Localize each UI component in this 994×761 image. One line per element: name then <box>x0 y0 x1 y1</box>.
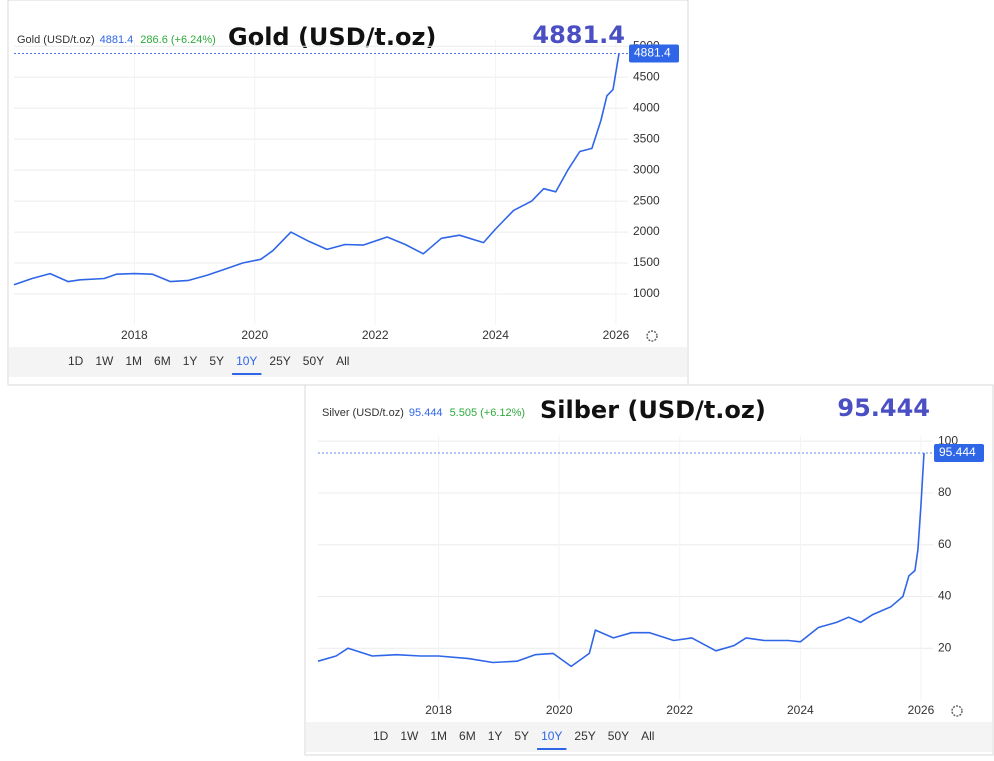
y-tick-label: 4000 <box>633 100 660 114</box>
x-tick-label: 2018 <box>121 328 148 342</box>
settings-icon[interactable] <box>646 330 658 342</box>
gold-panel <box>7 0 689 386</box>
range-bar <box>306 722 992 752</box>
range-button[interactable]: 1Y <box>488 729 503 743</box>
y-tick-label: 100 <box>938 433 958 447</box>
big-price: 95.444 <box>837 394 930 422</box>
range-button[interactable]: 1M <box>430 729 447 743</box>
price-label: 4881.4 <box>100 34 134 46</box>
range-button[interactable]: 10Y <box>236 354 257 368</box>
y-tick-label: 1500 <box>633 255 660 269</box>
y-tick-label: 40 <box>938 589 952 603</box>
symbol-label: Gold (USD/t.oz) <box>17 34 95 46</box>
price-tag <box>629 44 679 63</box>
range-button[interactable]: 5Y <box>209 354 224 368</box>
range-button[interactable]: 50Y <box>608 729 629 743</box>
y-tick-label: 3000 <box>633 162 660 176</box>
y-tick-label: 3500 <box>633 131 660 145</box>
x-tick-label: 2020 <box>546 703 573 717</box>
y-tick-label: 2000 <box>633 224 660 238</box>
y-tick-label: 60 <box>938 537 952 551</box>
range-button[interactable]: 1D <box>68 354 84 368</box>
range-button[interactable]: 25Y <box>269 354 290 368</box>
range-button[interactable]: 1D <box>373 729 389 743</box>
price-tag-label: 95.444 <box>939 445 976 459</box>
x-tick-label: 2026 <box>908 703 935 717</box>
range-button[interactable]: 6M <box>459 729 476 743</box>
range-button[interactable]: 5Y <box>514 729 529 743</box>
price-label: 95.444 <box>409 407 443 419</box>
big-price: 4881.4 <box>532 21 625 49</box>
range-button[interactable]: All <box>641 729 654 743</box>
price-tag-label: 4881.4 <box>634 46 671 60</box>
settings-icon[interactable] <box>951 705 963 717</box>
x-tick-label: 2026 <box>603 328 630 342</box>
range-button[interactable]: 50Y <box>303 354 324 368</box>
range-button[interactable]: 10Y <box>541 729 562 743</box>
x-tick-label: 2024 <box>787 703 814 717</box>
symbol-label: Silver (USD/t.oz) <box>322 407 404 419</box>
range-button[interactable]: 1M <box>125 354 142 368</box>
range-button[interactable]: 25Y <box>574 729 595 743</box>
range-bar <box>9 347 687 377</box>
x-tick-label: 2022 <box>666 703 693 717</box>
y-tick-label: 80 <box>938 485 952 499</box>
chart-title: Gold (USD/t.oz) <box>228 23 436 51</box>
y-tick-label: 2500 <box>633 193 660 207</box>
x-tick-label: 2024 <box>482 328 509 342</box>
chart-title: Silber (USD/t.oz) <box>540 396 766 424</box>
range-button[interactable]: 1Y <box>183 354 198 368</box>
range-button[interactable]: 6M <box>154 354 171 368</box>
silver-panel <box>304 384 994 756</box>
price-line <box>13 53 620 286</box>
y-tick-label: 4500 <box>633 69 660 83</box>
change-label: 5.505 (+6.12%) <box>450 407 526 419</box>
range-button[interactable]: All <box>336 354 349 368</box>
x-tick-label: 2018 <box>425 703 452 717</box>
price-tag <box>934 443 984 462</box>
price-line <box>317 452 925 668</box>
x-tick-label: 2020 <box>241 328 268 342</box>
range-button[interactable]: 1W <box>95 354 114 368</box>
range-button[interactable]: 1W <box>400 729 419 743</box>
y-tick-label: 20 <box>938 640 952 654</box>
x-tick-label: 2022 <box>362 328 389 342</box>
change-label: 286.6 (+6.24%) <box>140 34 216 46</box>
y-tick-label: 1000 <box>633 286 660 300</box>
